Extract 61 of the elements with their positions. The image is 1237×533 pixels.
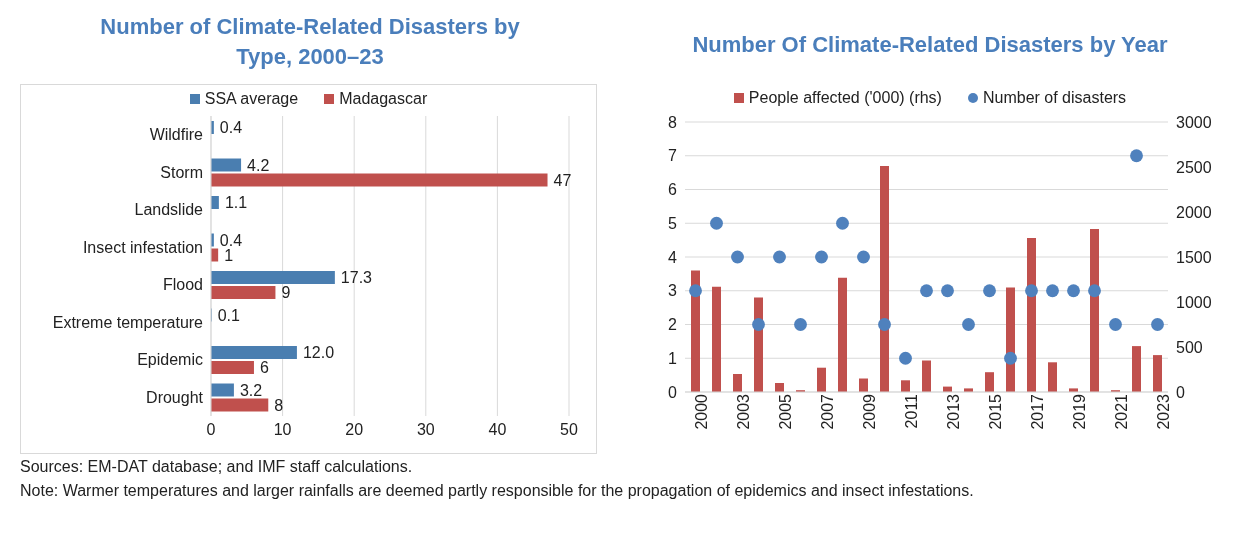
- x-tick-label: 10: [273, 421, 292, 439]
- y-tick-label: Storm: [160, 163, 203, 181]
- y2-tick-label: 2500: [1176, 158, 1212, 176]
- source-note: Sources: EM-DAT database; and IMF staff calculations.: [20, 457, 414, 477]
- data-label: 6: [259, 359, 269, 376]
- x-tick-label: 50: [560, 421, 578, 439]
- x-tick-label: 2019: [1070, 393, 1088, 430]
- y-tick-label: Epidemic: [137, 351, 203, 369]
- data-label: 0.1: [217, 306, 241, 324]
- x-tick-label: 30: [416, 421, 435, 439]
- x-tick-label: 40: [488, 421, 507, 439]
- y-tick-label: 2: [668, 316, 678, 334]
- y2-tick-label: 3000: [1176, 113, 1212, 131]
- x-tick-label: 2000: [692, 393, 710, 430]
- legend-label: SSA average: [204, 90, 299, 108]
- legend-label: Number of disasters: [982, 89, 1127, 107]
- legend-label: People affected ('000) (rhs): [748, 89, 942, 107]
- x-tick-label: 2017: [1028, 393, 1046, 430]
- x-tick-label: 2005: [776, 393, 794, 430]
- y-tick-label: 4: [668, 248, 678, 266]
- x-tick-label: 0: [206, 421, 216, 439]
- data-label: 0.4: [219, 119, 243, 136]
- x-tick-label: 2007: [818, 393, 836, 430]
- y2-tick-label: 500: [1176, 338, 1203, 356]
- chart-title: Number of Climate-Related Disasters by Type, 2000–23: [99, 13, 521, 71]
- y-tick-label: Flood: [162, 276, 203, 294]
- x-tick-label: 2003: [734, 393, 752, 430]
- y2-tick-label: 1000: [1176, 293, 1212, 311]
- x-tick-label: 2015: [986, 393, 1004, 430]
- y-tick-label: 7: [668, 147, 678, 165]
- data-label: 3.2: [239, 381, 263, 399]
- data-label: 9: [281, 284, 291, 301]
- y2-tick-label: 2000: [1176, 203, 1212, 221]
- data-label: 1.1: [224, 194, 248, 211]
- y2-tick-label: 1500: [1176, 248, 1212, 266]
- y-tick-label: 1: [668, 349, 678, 367]
- y-tick-label: 6: [668, 181, 678, 199]
- y-tick-label: 5: [668, 214, 678, 232]
- y-tick-label: 3: [668, 282, 678, 300]
- x-tick-label: 2011: [902, 393, 920, 429]
- data-label: 4.2: [247, 156, 270, 174]
- x-tick-label: 2009: [860, 393, 878, 430]
- y-tick-label: 8: [668, 113, 678, 131]
- data-label: 8: [274, 396, 284, 414]
- data-label: 12.0: [302, 344, 335, 361]
- data-label: 17.3: [340, 269, 373, 286]
- y-tick-label: Landslide: [134, 201, 204, 219]
- y-tick-label: Wildfire: [149, 126, 204, 144]
- text: Note: Warmer temperatures and larger rainfalls are deemed partly responsible for the propagation of epidemics and insect infestations.: [20, 481, 975, 501]
- x-tick-label: 2021: [1112, 393, 1130, 430]
- x-tick-label: 2013: [944, 393, 962, 430]
- data-label: 0.4: [219, 231, 243, 249]
- x-tick-label: 20: [345, 421, 364, 439]
- legend-label: Madagascar: [339, 90, 428, 108]
- chart-title: Number Of Climate-Related Disasters by Year: [691, 32, 1169, 58]
- data-label: 1: [224, 246, 234, 264]
- y-tick-label: Insect infestation: [82, 238, 203, 256]
- y-tick-label: Extreme temperature: [52, 313, 204, 331]
- y-tick-label: Drought: [146, 388, 204, 406]
- x-tick-label: 2023: [1154, 393, 1172, 430]
- data-label: 47: [553, 171, 572, 189]
